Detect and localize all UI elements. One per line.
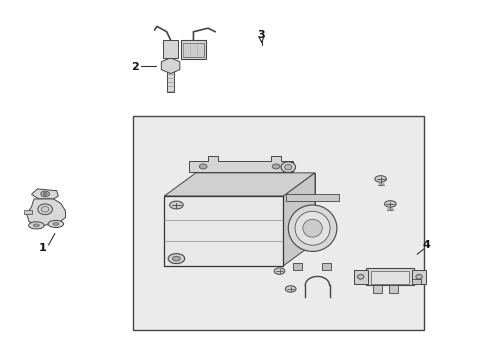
Bar	[322, 262, 330, 270]
Bar	[411, 279, 420, 284]
Polygon shape	[285, 194, 339, 202]
Ellipse shape	[168, 253, 184, 264]
Ellipse shape	[43, 193, 47, 195]
Text: 2: 2	[131, 63, 139, 72]
Polygon shape	[196, 173, 314, 243]
Ellipse shape	[357, 274, 363, 279]
Bar	[353, 270, 367, 284]
Ellipse shape	[285, 286, 295, 292]
Ellipse shape	[274, 268, 285, 274]
Polygon shape	[31, 189, 58, 199]
Ellipse shape	[284, 165, 291, 170]
Polygon shape	[161, 58, 180, 73]
Bar	[372, 285, 381, 293]
Ellipse shape	[302, 219, 322, 237]
Bar	[183, 43, 203, 57]
Ellipse shape	[53, 222, 59, 225]
Bar	[163, 40, 178, 58]
Ellipse shape	[287, 205, 336, 251]
Bar	[366, 267, 413, 285]
Bar	[411, 270, 425, 284]
Ellipse shape	[374, 176, 386, 182]
Ellipse shape	[294, 211, 329, 245]
Ellipse shape	[172, 256, 180, 261]
Bar	[181, 40, 205, 59]
Ellipse shape	[48, 220, 63, 228]
Bar	[388, 285, 397, 293]
Ellipse shape	[29, 222, 44, 229]
Polygon shape	[188, 156, 292, 172]
Ellipse shape	[199, 164, 206, 169]
Ellipse shape	[281, 162, 295, 172]
Text: 3: 3	[257, 30, 265, 40]
Polygon shape	[164, 173, 314, 196]
Ellipse shape	[415, 274, 421, 279]
Ellipse shape	[33, 224, 39, 227]
Text: 4: 4	[422, 240, 430, 250]
Text: 1: 1	[39, 243, 46, 253]
Bar	[132, 116, 424, 330]
Ellipse shape	[41, 206, 49, 212]
Bar	[164, 196, 283, 266]
Polygon shape	[283, 173, 314, 266]
Bar	[24, 210, 31, 214]
Ellipse shape	[38, 204, 52, 215]
Polygon shape	[166, 69, 174, 93]
Bar	[370, 271, 408, 284]
Ellipse shape	[169, 201, 183, 209]
Polygon shape	[27, 199, 65, 225]
Ellipse shape	[384, 201, 395, 207]
Ellipse shape	[272, 164, 280, 169]
Ellipse shape	[41, 191, 49, 197]
Bar	[292, 262, 301, 270]
